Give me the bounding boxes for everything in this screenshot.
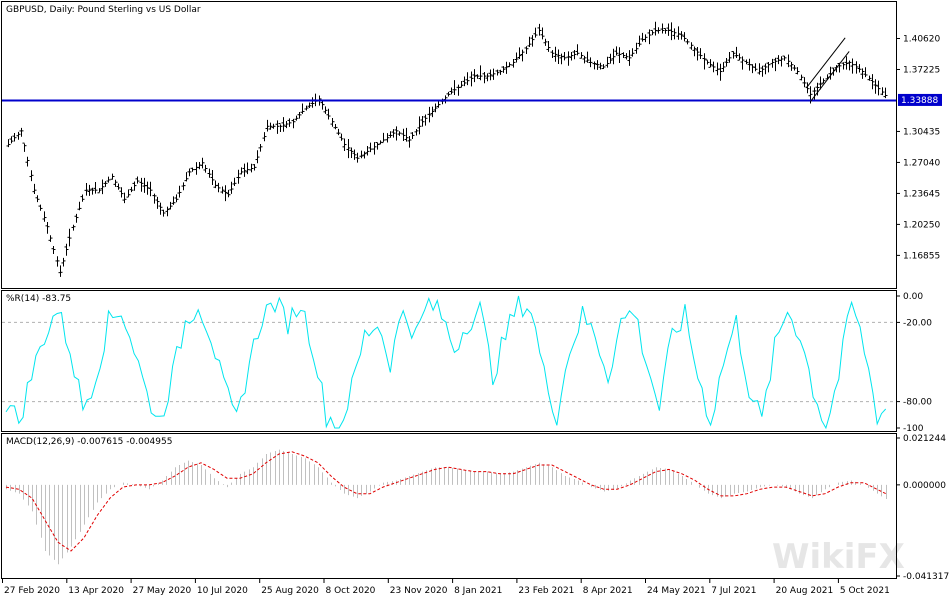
price-tick-label: 1.16855 xyxy=(903,251,940,261)
date-tick-label: 8 Apr 2021 xyxy=(583,586,633,596)
date-tick-label: 23 Feb 2021 xyxy=(518,586,574,596)
williams-r-tick-label: -100 xyxy=(903,424,924,434)
price-tick-label: 1.20250 xyxy=(903,220,940,230)
macd-pane-frame xyxy=(1,433,897,579)
price-bars xyxy=(2,21,896,277)
price-tick-label: 1.40620 xyxy=(903,34,940,44)
date-tick-label: 27 Feb 2020 xyxy=(4,586,60,596)
current-price-label: 1.33888 xyxy=(901,96,938,106)
date-tick-label: 20 Aug 2021 xyxy=(776,586,834,596)
williams-r-plot xyxy=(2,295,896,430)
price-tick-label: 1.37225 xyxy=(903,65,940,75)
williams-r-tick-label: 0.00 xyxy=(903,292,923,302)
williams-r-pane-frame xyxy=(1,290,897,432)
williams-r-tick-label: -80.00 xyxy=(903,398,932,408)
price-pane-title: GBPUSD, Daily: Pound Sterling vs US Doll… xyxy=(6,5,201,15)
date-tick-label: 24 May 2021 xyxy=(647,586,706,596)
channel-line xyxy=(805,37,846,89)
date-tick-label: 10 Jul 2020 xyxy=(197,586,248,596)
macd-tick-label: -0.041317 xyxy=(903,572,949,582)
date-tick-label: 27 May 2020 xyxy=(133,586,192,596)
macd-tick-label: 0.000000 xyxy=(903,481,946,491)
date-tick-label: 13 Apr 2020 xyxy=(68,586,124,596)
date-tick-label: 25 Aug 2020 xyxy=(261,586,319,596)
date-tick-label: 7 Jul 2021 xyxy=(711,586,756,596)
watermark-logo: WikiFX xyxy=(772,537,905,577)
price-axis: 1.40620 1.37225 1.30435 1.27040 1.23645 1.202… xyxy=(896,34,942,261)
price-tick-label: 1.27040 xyxy=(903,158,940,168)
channel-line xyxy=(809,51,850,102)
macd-axis: 0.021244 0.000000 -0.041317 xyxy=(896,434,949,582)
price-tick-label: 1.23645 xyxy=(903,189,940,199)
macd-pane-title: MACD(12,26,9) -0.007615 -0.004955 xyxy=(6,437,172,447)
date-tick-label: 23 Nov 2020 xyxy=(390,586,448,596)
price-tick-label: 1.30435 xyxy=(903,127,940,137)
williams-r-tick-label: -20.00 xyxy=(903,318,932,328)
current-price-tag xyxy=(898,93,942,106)
williams-r-pane-title: %R(14) -83.75 xyxy=(6,294,71,304)
macd-signal-line xyxy=(5,451,886,552)
macd-tick-label: 0.021244 xyxy=(903,434,946,444)
date-tick-label: 5 Oct 2021 xyxy=(840,586,890,596)
williams-r-axis: 0.00 -20.00 -80.00 -100 xyxy=(896,292,932,434)
date-tick-label: 8 Jan 2021 xyxy=(454,586,502,596)
date-axis: 27 Feb 2020 13 Apr 2020 27 May 2020 10 Jul … xyxy=(2,579,890,596)
date-tick-label: 8 Oct 2020 xyxy=(326,586,376,596)
williams-r-line xyxy=(5,295,887,430)
price-pane-frame xyxy=(1,1,897,289)
macd-plot xyxy=(5,449,887,565)
